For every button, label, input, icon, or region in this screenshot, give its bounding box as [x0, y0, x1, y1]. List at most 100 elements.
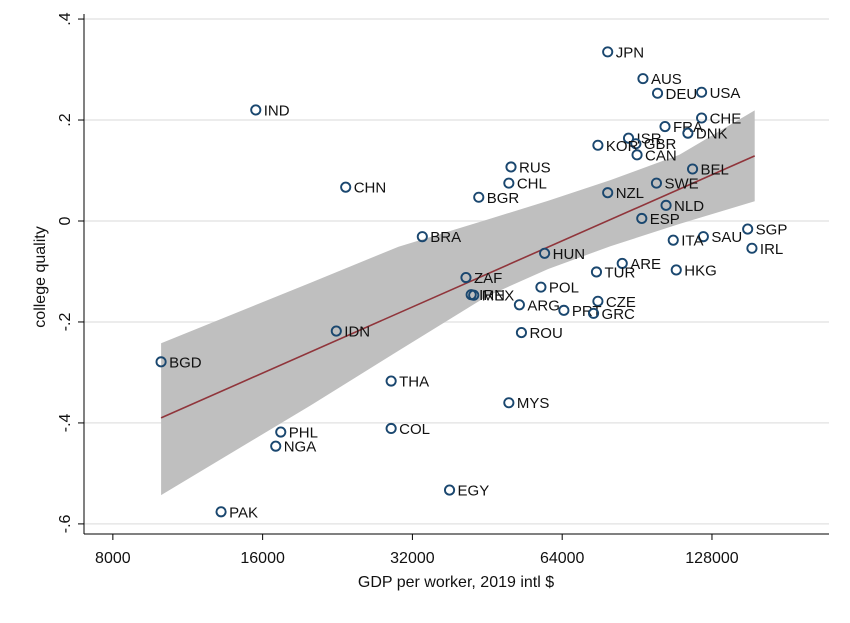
point-label: CHN: [354, 180, 387, 197]
y-tick-label: .4: [57, 12, 74, 25]
point-label: RUS: [519, 159, 551, 176]
point-label: MYS: [517, 395, 550, 412]
data-point: [539, 247, 551, 259]
point-label: PRT: [572, 303, 602, 320]
point-label: BEL: [701, 161, 729, 178]
y-axis-title: college quality: [32, 226, 49, 327]
point-label: IRN: [479, 287, 505, 304]
data-point: [468, 289, 480, 301]
data-point: [687, 163, 699, 175]
data-point: [682, 127, 694, 139]
point-label: ARE: [630, 256, 661, 273]
data-point: [443, 484, 456, 496]
point-label: ZAF: [474, 270, 502, 287]
point-label: DEU: [666, 86, 698, 103]
point-label: IDN: [344, 324, 370, 341]
data-point: [660, 199, 672, 211]
data-point: [385, 375, 397, 387]
point-label: BRA: [430, 229, 461, 246]
data-point: [622, 132, 635, 144]
point-label: KOR: [606, 138, 639, 155]
point-label: FRA: [673, 119, 703, 136]
x-axis-title: GDP per worker, 2019 intl $: [358, 574, 554, 591]
point-label: BGD: [169, 354, 202, 371]
data-point: [515, 327, 527, 339]
point-label: DNK: [696, 126, 728, 143]
data-point: [535, 281, 547, 293]
point-label: CZE: [606, 294, 636, 311]
point-label: TUR: [604, 264, 635, 281]
point-label: NZL: [616, 185, 644, 202]
y-tick-label: -.2: [57, 313, 74, 332]
data-point: [558, 304, 570, 316]
data-point: [696, 86, 708, 98]
data-point: [590, 266, 603, 278]
point-label: THA: [399, 374, 429, 391]
confidence-band-area: [161, 110, 755, 496]
point-label: SAU: [711, 229, 742, 246]
data-point: [616, 257, 628, 269]
data-point: [385, 422, 397, 435]
point-label: NGA: [284, 439, 317, 456]
data-point: [155, 356, 167, 368]
data-point: [667, 234, 679, 246]
data-point: [340, 181, 352, 193]
point-label: IRL: [760, 241, 783, 258]
data-point: [460, 271, 472, 284]
fit-line: [160, 155, 756, 419]
point-label: USA: [710, 85, 741, 102]
point-label: ROU: [529, 325, 562, 342]
point-label: AUS: [651, 71, 682, 88]
point-label: COL: [399, 421, 430, 438]
point-label: SWE: [664, 176, 698, 193]
point-label: IND: [264, 102, 290, 119]
data-point: [659, 121, 671, 133]
point-label: ARG: [527, 297, 560, 314]
data-point: [602, 187, 614, 199]
point-label: POL: [549, 280, 579, 297]
x-tick-label: 32000: [390, 550, 435, 567]
x-tick-label: 64000: [540, 550, 585, 567]
point-label: ISR: [637, 131, 662, 148]
data-point: [592, 295, 604, 307]
point-label: GRC: [602, 306, 636, 323]
point-label: MEX: [482, 288, 515, 305]
point-label: CAN: [645, 147, 677, 164]
point-label: CHL: [517, 176, 547, 193]
data-point: [637, 73, 649, 85]
data-point: [503, 177, 515, 189]
data-point: [215, 506, 227, 518]
data-point: [651, 87, 664, 99]
confidence-band: [161, 110, 755, 496]
data-point: [513, 299, 525, 311]
data-point: [330, 325, 342, 337]
point-label: NLD: [674, 198, 704, 215]
point-label: JPN: [616, 44, 644, 61]
data-point: [696, 112, 708, 124]
point-label: BGR: [487, 190, 520, 207]
data-point: [630, 138, 642, 150]
point-label: ESP: [650, 211, 680, 228]
data-point: [650, 177, 663, 189]
data-point: [505, 161, 517, 173]
x-tick-label: 16000: [240, 550, 285, 567]
y-tick-label: .2: [57, 113, 74, 126]
point-label: CHE: [710, 111, 742, 128]
data-point: [473, 191, 485, 203]
point-label: HUN: [553, 246, 586, 263]
data-point: [636, 212, 648, 225]
y-ticks: .4 .2 0 -.2 -.4 -.6: [57, 12, 84, 533]
point-label: HKG: [684, 262, 717, 279]
data-point: [250, 104, 262, 116]
gridlines: [84, 18, 829, 525]
data-point: [670, 264, 682, 276]
point-label: GBR: [644, 136, 677, 153]
x-tick-label: 128000: [685, 550, 738, 567]
data-point: [275, 426, 287, 438]
data-point: [602, 46, 614, 58]
point-label: PAK: [229, 504, 258, 521]
data-point: [588, 307, 600, 319]
